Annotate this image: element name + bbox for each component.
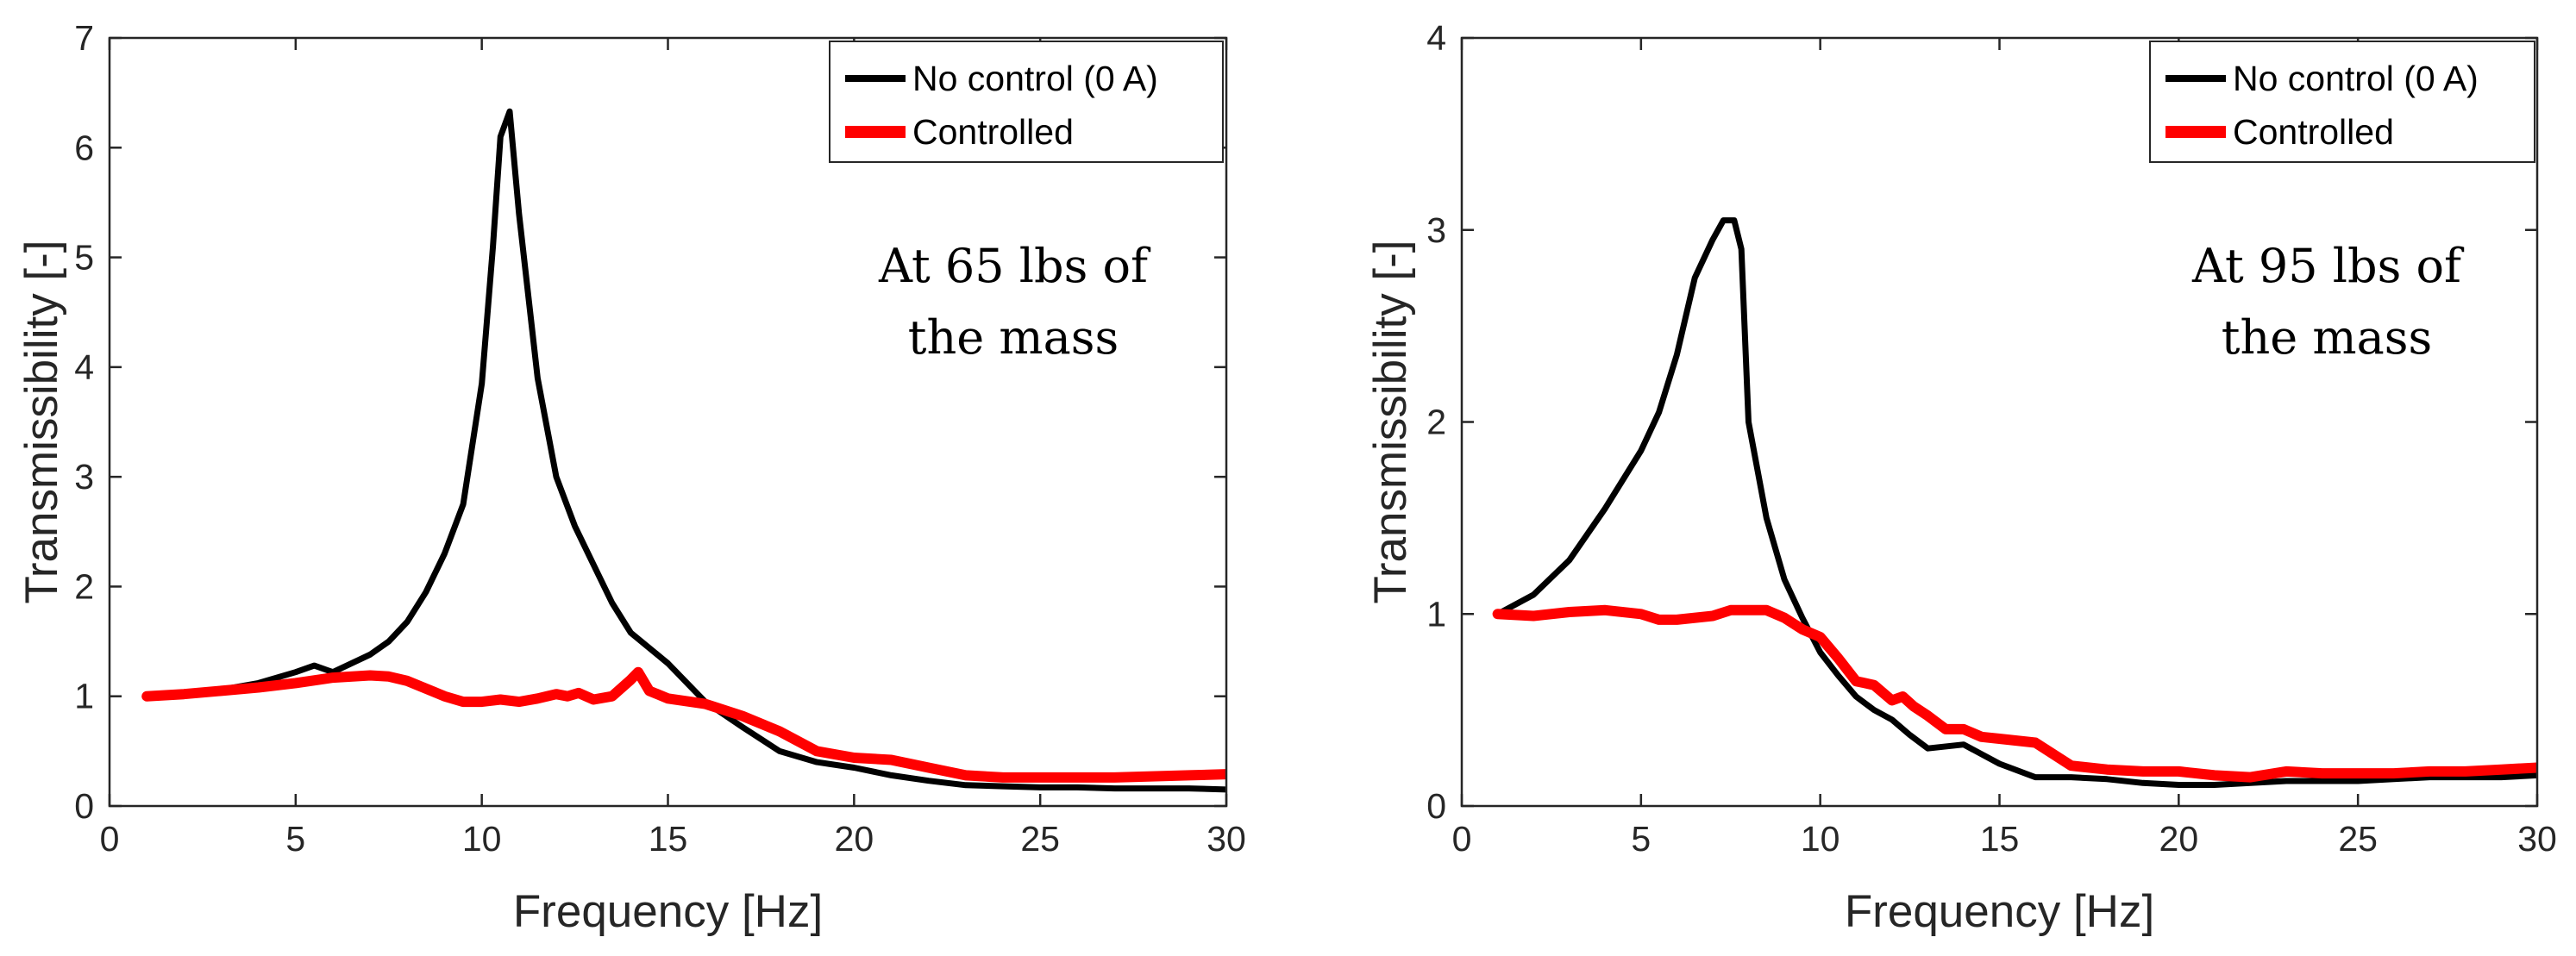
y-tick-label: 4 <box>74 347 94 387</box>
series-no-control-line <box>143 108 1226 793</box>
x-tick-label: 5 <box>285 819 305 859</box>
annotation-line-2: the mass <box>2222 310 2432 365</box>
x-tick-label: 20 <box>2159 819 2199 859</box>
series-controlled-line <box>141 666 1226 783</box>
legend-label-no-control: No control (0 A) <box>2233 59 2479 98</box>
x-tick-label: 30 <box>1207 819 1246 859</box>
legend-box <box>829 41 1224 163</box>
legend: No control (0 A) Controlled <box>829 41 1224 163</box>
x-tick-label: 10 <box>462 819 502 859</box>
chart-panel-right: 0 5 10 15 20 25 30 0 1 2 3 4 Frequency [Hz] Transmi… <box>1365 18 2557 937</box>
chart-panel-left: 0 5 10 15 20 25 30 0 1 2 3 4 5 6 7 Frequency [Hz] Tran… <box>16 18 1246 937</box>
x-tick-label: 25 <box>1020 819 1060 859</box>
y-axis-label: Transmissibility [-] <box>16 240 67 603</box>
legend-label-no-control: No control (0 A) <box>912 59 1158 98</box>
y-tick-label: 1 <box>74 677 94 716</box>
y-tick-label: 4 <box>1426 18 1446 58</box>
y-tick-label: 2 <box>1426 403 1446 442</box>
y-tick-label: 2 <box>74 566 94 606</box>
x-tick-label: 0 <box>1452 819 1472 859</box>
x-axis-label: Frequency [Hz] <box>513 886 823 937</box>
y-axis-label: Transmissibility [-] <box>1365 240 1416 603</box>
annotation-line-2: the mass <box>908 310 1119 365</box>
y-tick-label: 7 <box>74 18 94 58</box>
x-tick-label: 15 <box>1980 819 2020 859</box>
x-tick-label: 25 <box>2338 819 2378 859</box>
x-tick-label: 5 <box>1631 819 1651 859</box>
y-tick-label: 6 <box>74 128 94 167</box>
y-tick-label: 5 <box>74 238 94 278</box>
annotation-line-1: At 65 lbs of <box>878 239 1151 293</box>
x-tick-label: 20 <box>835 819 874 859</box>
y-tick-label: 0 <box>1426 786 1446 826</box>
y-tick-label: 1 <box>1426 594 1446 634</box>
y-tick-label: 3 <box>74 457 94 497</box>
y-tick-label: 3 <box>1426 210 1446 250</box>
x-tick-label: 15 <box>649 819 688 859</box>
legend-box <box>2149 41 2535 163</box>
x-tick-label: 0 <box>100 819 120 859</box>
annotation-line-1: At 95 lbs of <box>2191 239 2465 293</box>
x-axis-label: Frequency [Hz] <box>1845 886 2154 937</box>
x-tick-label: 30 <box>2517 819 2557 859</box>
series-controlled-line <box>1492 604 2537 783</box>
legend: No control (0 A) Controlled <box>2149 41 2535 163</box>
series-no-control-line <box>1495 217 2537 788</box>
legend-label-controlled: Controlled <box>2233 112 2394 152</box>
legend-label-controlled: Controlled <box>912 112 1074 152</box>
x-tick-label: 10 <box>1801 819 1840 859</box>
y-tick-label: 0 <box>74 786 94 826</box>
